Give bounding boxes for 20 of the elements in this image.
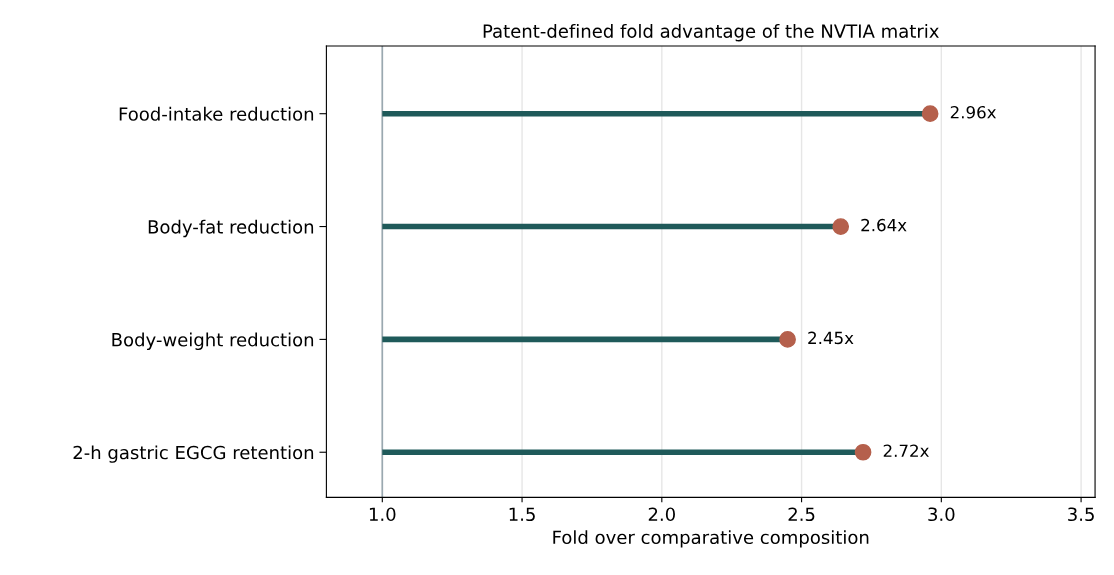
- x-tick-label: 3.0: [928, 507, 955, 522]
- point: [832, 218, 850, 235]
- x-tick-label: 1.5: [509, 507, 535, 522]
- x-tick-label: 3.5: [1068, 507, 1094, 522]
- x-tick-label: 2.5: [788, 507, 815, 522]
- x-tick-label: 1.0: [369, 507, 396, 522]
- data-label: 2.96x: [950, 105, 997, 119]
- x-axis-title: Fold over comparative composition: [553, 530, 869, 548]
- data-label: 2.45x: [808, 331, 854, 345]
- point: [854, 443, 872, 461]
- y-tick-label: Food-intake reduction: [119, 106, 314, 121]
- point: [779, 331, 796, 348]
- y-tick-label: Body-fat reduction: [148, 219, 314, 238]
- data-label: 2.64x: [861, 218, 907, 232]
- x-tick-label: 2.0: [648, 507, 675, 522]
- chart-title: Patent-defined fold advantage of the NVTIA matrix: [483, 23, 939, 42]
- y-tick-label: Body-weight reduction: [112, 332, 314, 351]
- point: [921, 105, 939, 123]
- y-tick-label: 2-h gastric EGCG retention: [73, 445, 314, 463]
- data-label: 2.72x: [883, 444, 929, 457]
